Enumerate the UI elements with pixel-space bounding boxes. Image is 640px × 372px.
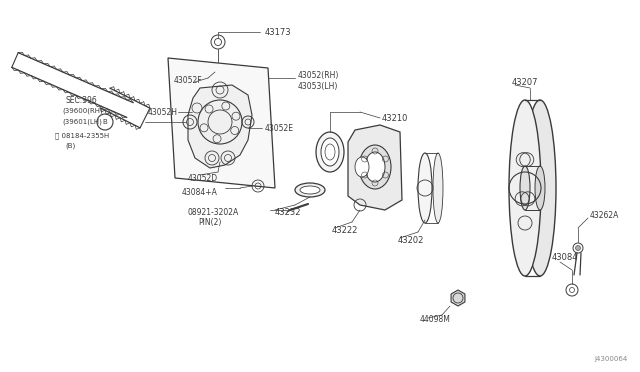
Polygon shape <box>168 58 275 188</box>
Ellipse shape <box>295 183 325 197</box>
Text: SEC.396: SEC.396 <box>65 96 97 105</box>
Text: 43052F: 43052F <box>174 76 203 84</box>
Text: 43084: 43084 <box>552 253 579 263</box>
Ellipse shape <box>365 152 385 182</box>
Text: Ⓑ 08184-2355H: Ⓑ 08184-2355H <box>55 133 109 139</box>
Text: (39601(LH): (39601(LH) <box>62 119 102 125</box>
Text: 44098M: 44098M <box>420 315 451 324</box>
Text: 43084+A: 43084+A <box>182 187 218 196</box>
Ellipse shape <box>418 153 432 223</box>
Text: 43222: 43222 <box>332 225 358 234</box>
Ellipse shape <box>524 100 556 276</box>
Ellipse shape <box>433 153 443 223</box>
Polygon shape <box>188 85 252 168</box>
Text: 43262A: 43262A <box>590 211 620 219</box>
Text: 43052H: 43052H <box>148 108 178 116</box>
Text: PIN(2): PIN(2) <box>198 218 221 227</box>
Ellipse shape <box>325 144 335 160</box>
Polygon shape <box>348 125 402 210</box>
Text: 43173: 43173 <box>265 28 292 36</box>
Text: 43202: 43202 <box>398 235 424 244</box>
Text: 43052D: 43052D <box>188 173 218 183</box>
Ellipse shape <box>321 138 339 166</box>
Ellipse shape <box>520 166 530 210</box>
Ellipse shape <box>359 145 391 189</box>
Text: 43052E: 43052E <box>265 124 294 132</box>
Text: 43207: 43207 <box>512 77 538 87</box>
Ellipse shape <box>355 157 369 177</box>
Ellipse shape <box>535 166 545 210</box>
Text: 43210: 43210 <box>382 113 408 122</box>
Text: B: B <box>102 119 108 125</box>
Text: 43052(RH): 43052(RH) <box>298 71 339 80</box>
Text: 43232: 43232 <box>275 208 301 217</box>
Ellipse shape <box>509 100 541 276</box>
Text: J4300064: J4300064 <box>595 356 628 362</box>
Polygon shape <box>451 290 465 306</box>
Circle shape <box>575 246 580 250</box>
Text: (39600(RH): (39600(RH) <box>62 108 103 114</box>
Ellipse shape <box>316 132 344 172</box>
Text: 08921-3202A: 08921-3202A <box>188 208 239 217</box>
Text: (B): (B) <box>65 143 76 149</box>
Circle shape <box>97 114 113 130</box>
Ellipse shape <box>300 186 320 194</box>
Text: 43053(LH): 43053(LH) <box>298 81 339 90</box>
